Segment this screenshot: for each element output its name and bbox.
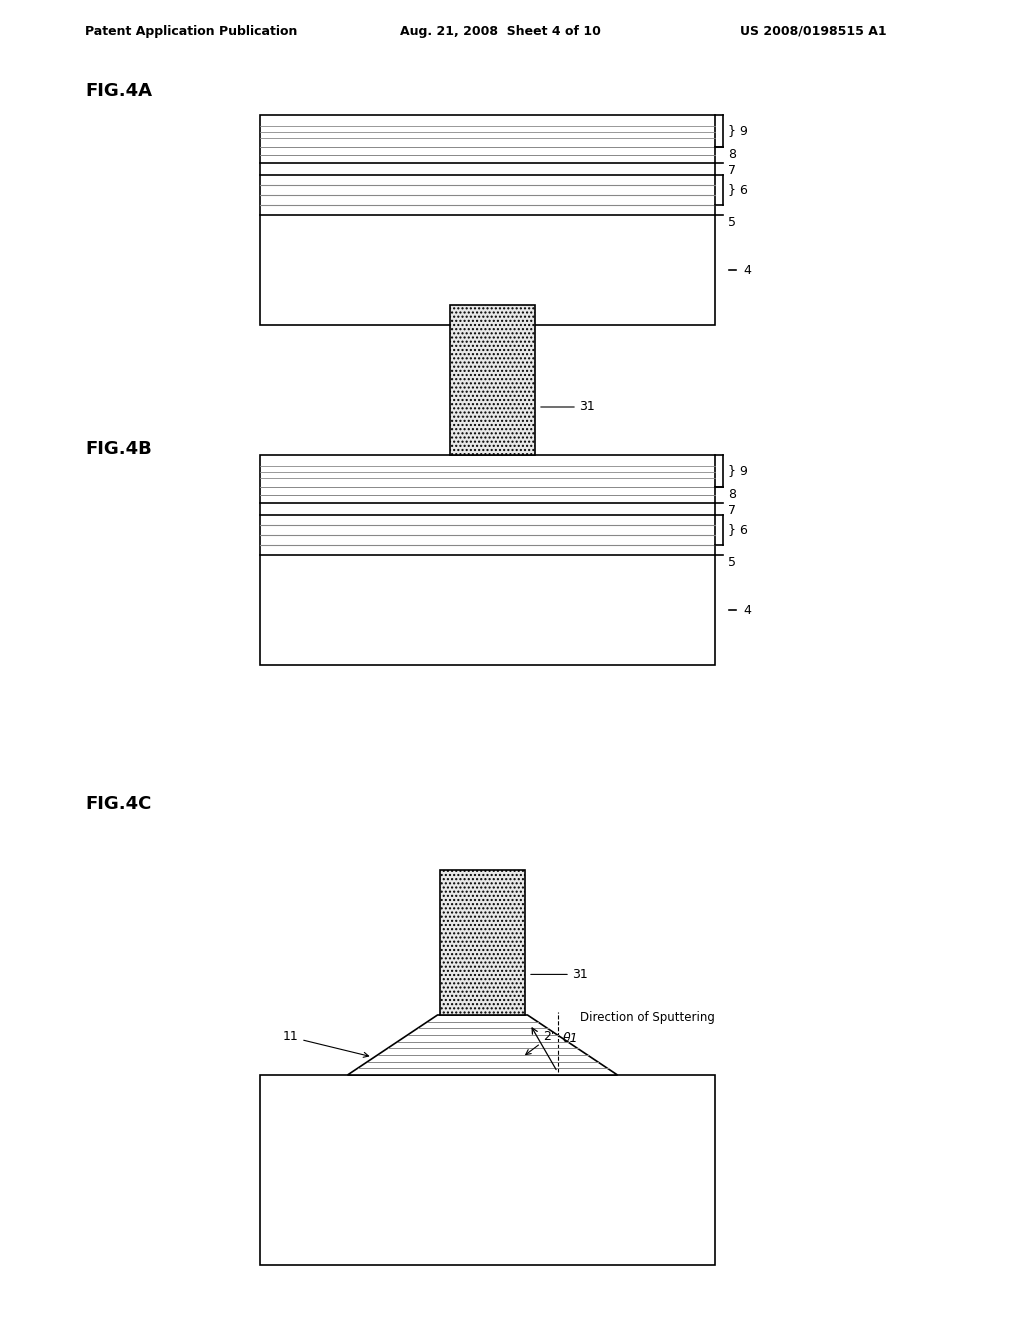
Text: 31: 31 [579,400,595,413]
Text: 11: 11 [283,1031,369,1057]
Text: 8: 8 [728,148,736,161]
Polygon shape [347,1015,617,1074]
Text: 5: 5 [728,556,736,569]
Text: US 2008/0198515 A1: US 2008/0198515 A1 [740,25,887,38]
Text: 31: 31 [572,968,588,981]
Bar [260,455,715,665]
Text: FIG.4B: FIG.4B [85,440,152,458]
Text: Aug. 21, 2008  Sheet 4 of 10: Aug. 21, 2008 Sheet 4 of 10 [400,25,601,38]
Text: θ1: θ1 [562,1032,579,1045]
Text: FIG.4C: FIG.4C [85,795,152,813]
Text: 8: 8 [728,488,736,502]
Text: } 9: } 9 [728,124,748,137]
Text: Direction of Sputtering: Direction of Sputtering [580,1011,715,1023]
Text: 7: 7 [728,504,736,517]
Text: 7: 7 [728,164,736,177]
Text: 4: 4 [743,603,751,616]
Text: } 6: } 6 [728,183,748,197]
Text: Patent Application Publication: Patent Application Publication [85,25,297,38]
Bar [440,870,525,1015]
Text: } 9: } 9 [728,465,748,478]
Bar [260,115,715,325]
Text: FIG.4A: FIG.4A [85,82,152,100]
Text: 4: 4 [743,264,751,276]
Text: 2': 2' [525,1031,555,1055]
Bar [450,305,535,455]
Bar [260,1074,715,1265]
Text: } 6: } 6 [728,524,748,536]
Text: 5: 5 [728,216,736,228]
